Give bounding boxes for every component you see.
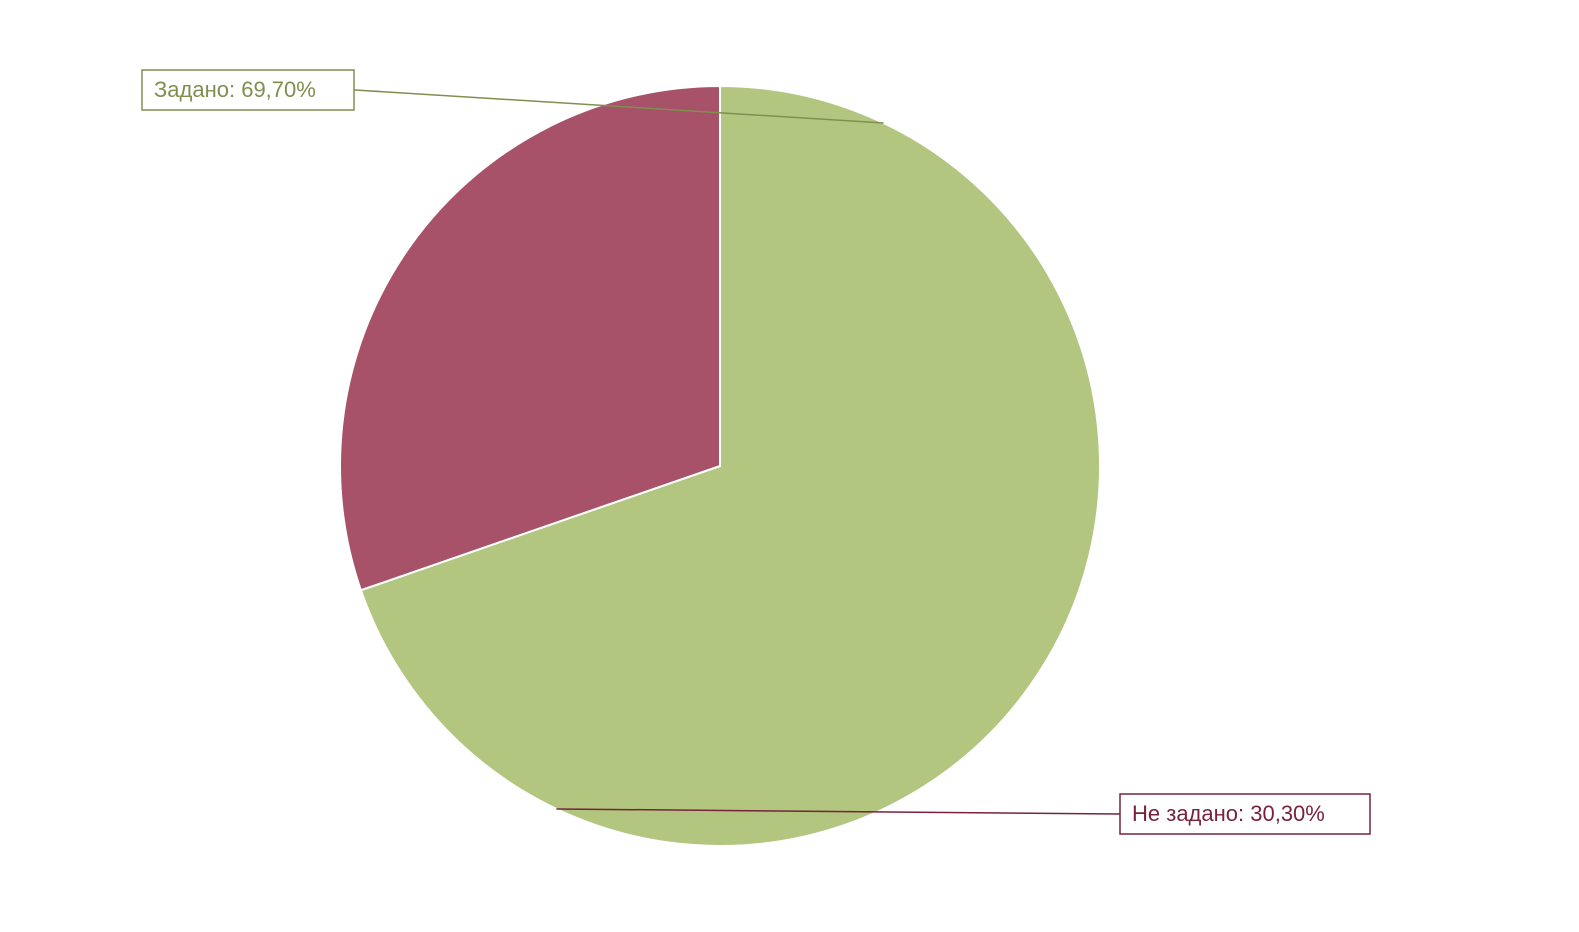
label-text-zadano: Задано: 69,70% (154, 77, 316, 102)
label-text-ne-zadano: Не задано: 30,30% (1132, 801, 1325, 826)
label-zadano: Задано: 69,70% (142, 70, 354, 110)
label-ne-zadano: Не задано: 30,30% (1120, 794, 1370, 834)
pie-chart: Задано: 69,70% Не задано: 30,30% (0, 0, 1579, 932)
pie-slices (340, 86, 1100, 846)
